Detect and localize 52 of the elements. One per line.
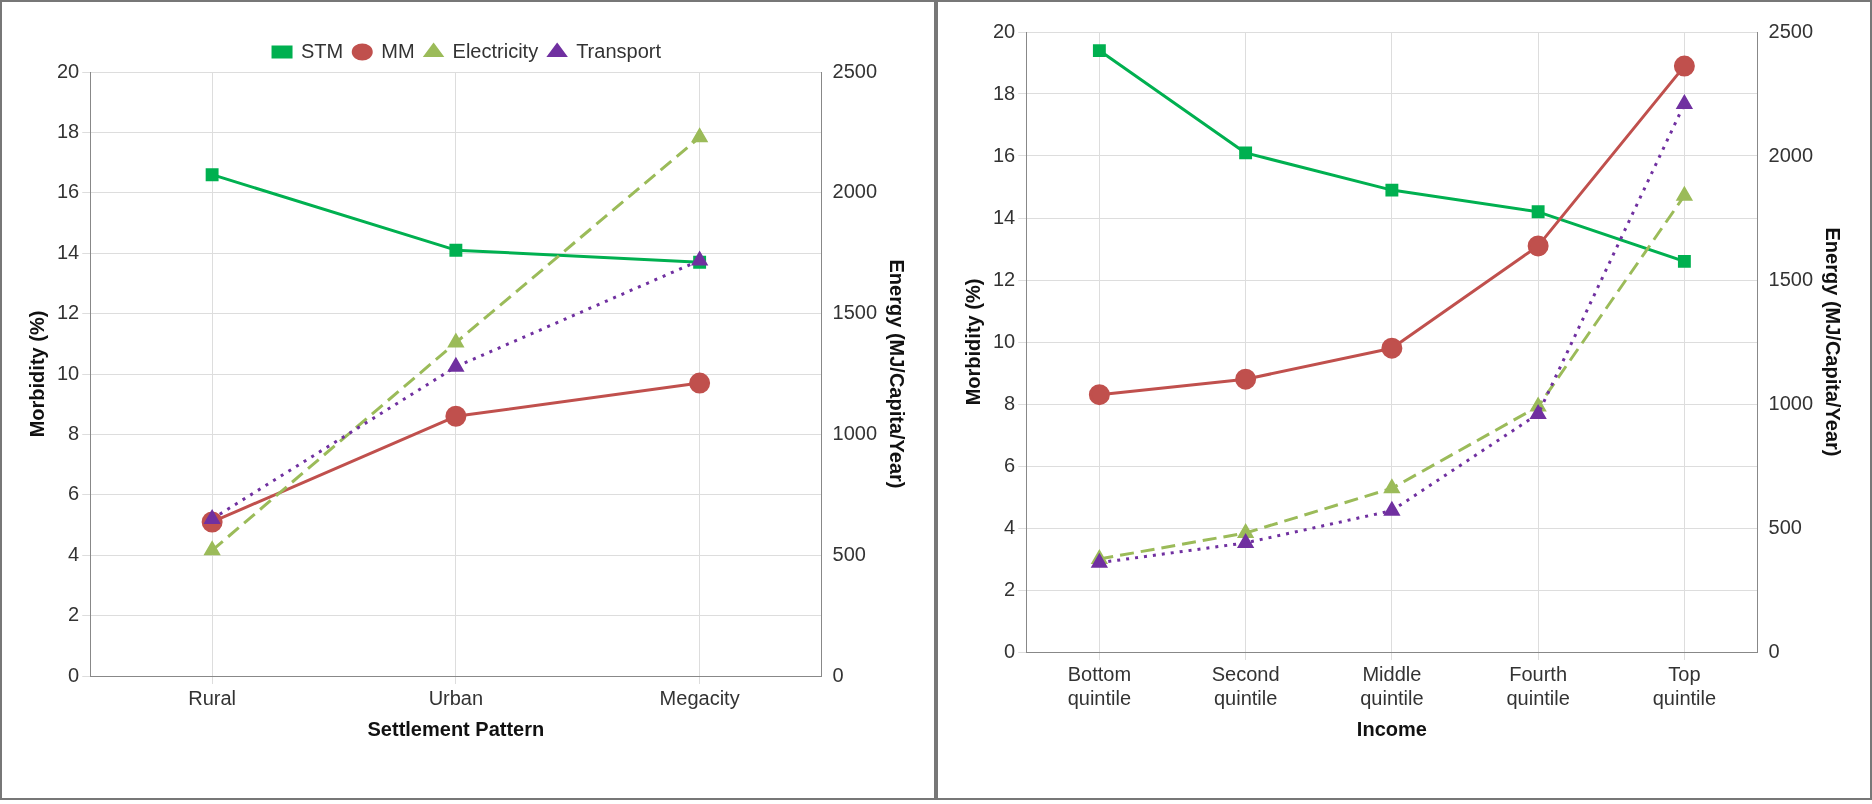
x-tick-label: Rural	[188, 686, 237, 709]
y-tick-label: 0	[1004, 639, 1016, 662]
x-tick-label: Urban	[428, 686, 484, 709]
y-tick-label: 14	[57, 240, 80, 263]
x-tick-label: Megacity	[659, 686, 740, 709]
x-axis-title: Income	[1356, 717, 1427, 740]
y2-tick-label: 2500	[1768, 19, 1814, 42]
y2-tick-label: 2000	[832, 180, 878, 203]
y-tick-label: 10	[993, 329, 1016, 352]
y-tick-label: 12	[993, 267, 1016, 290]
y-tick-label: 0	[68, 663, 80, 686]
y2-axis-title: Energy (MJ/Capita/Year)	[1822, 227, 1845, 457]
y-tick-label: 4	[1004, 515, 1016, 538]
y-axis-title: Morbidity (%)	[25, 310, 48, 438]
y2-tick-label: 1000	[832, 421, 878, 444]
y-tick-label: 18	[57, 119, 80, 142]
x-tick-label: Fourth quintile	[1506, 662, 1570, 709]
y-tick-label: 10	[57, 361, 80, 384]
y-tick-label: 14	[993, 205, 1016, 228]
y2-tick-label: 0	[1768, 639, 1780, 662]
x-tick-label: Top quintile	[1652, 662, 1717, 709]
y-tick-label: 12	[57, 301, 80, 324]
y-tick-label: 6	[68, 482, 80, 505]
y2-tick-label: 1500	[832, 301, 878, 324]
y2-tick-label: 1000	[1768, 391, 1814, 414]
y2-tick-label: 0	[832, 663, 844, 686]
y2-tick-label: 500	[832, 542, 866, 565]
y2-tick-label: 1500	[1768, 267, 1814, 290]
y2-tick-label: 500	[1768, 515, 1802, 538]
y-tick-label: 18	[993, 81, 1016, 104]
y2-axis-title: Energy (MJ/Capita/Year)	[886, 259, 909, 489]
y-tick-label: 16	[57, 180, 80, 203]
y-tick-label: 4	[68, 542, 80, 565]
y2-tick-label: 2000	[1768, 143, 1814, 166]
y-tick-label: 6	[1004, 453, 1016, 476]
legend-label: STM	[301, 39, 344, 62]
y-tick-label: 2	[1004, 577, 1016, 600]
legend-label: Electricity	[452, 39, 539, 62]
y-tick-label: 8	[1004, 391, 1016, 414]
x-axis-title: Settlement Pattern	[367, 717, 545, 740]
y-tick-label: 8	[68, 421, 80, 444]
x-tick-label: Middle quintile	[1360, 662, 1424, 709]
legend-label: MM	[381, 39, 415, 62]
x-tick-label: Bottom quintile	[1067, 662, 1132, 709]
y-tick-label: 16	[993, 143, 1016, 166]
y-tick-label: 20	[57, 59, 80, 82]
x-tick-label: Second quintile	[1211, 662, 1280, 709]
y-tick-label: 20	[993, 19, 1016, 42]
y2-tick-label: 2500	[832, 59, 878, 82]
y-axis-title: Morbidity (%)	[961, 278, 984, 406]
y-tick-label: 2	[68, 603, 80, 626]
legend-label: Transport	[576, 39, 662, 62]
